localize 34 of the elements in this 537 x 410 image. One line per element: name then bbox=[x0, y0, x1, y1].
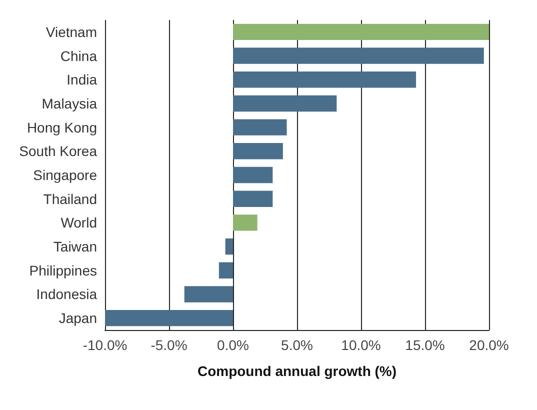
bar bbox=[233, 166, 273, 184]
bar bbox=[233, 24, 489, 40]
bar bbox=[233, 95, 337, 112]
x-tick-label: 0.0% bbox=[217, 337, 249, 353]
x-tick-label: 20.0% bbox=[469, 337, 509, 353]
x-tick-label: -10.0% bbox=[82, 337, 128, 353]
x-tick-label: 10.0% bbox=[341, 337, 381, 353]
y-tick-label: Vietnam bbox=[46, 24, 97, 40]
y-tick-label: Hong Kong bbox=[26, 119, 97, 136]
y-tick-label: Singapore bbox=[33, 167, 98, 183]
y-tick-label: Philippines bbox=[29, 262, 97, 278]
bar bbox=[233, 214, 258, 231]
bar bbox=[105, 310, 233, 326]
x-tick-label: 5.0% bbox=[281, 337, 313, 353]
bar bbox=[225, 238, 233, 255]
bar bbox=[233, 48, 484, 64]
y-tick-label: World bbox=[60, 214, 97, 231]
bar bbox=[233, 72, 416, 88]
bar bbox=[233, 143, 283, 160]
y-tick-label: South Korea bbox=[19, 143, 98, 160]
y-tick-label: Thailand bbox=[43, 190, 97, 207]
bar bbox=[233, 119, 287, 136]
y-tick-label: Indonesia bbox=[36, 286, 98, 302]
bar bbox=[233, 190, 273, 207]
bar bbox=[184, 286, 233, 302]
x-tick-label: 15.0% bbox=[405, 337, 445, 353]
y-tick-label: Malaysia bbox=[42, 95, 98, 112]
y-tick-label: Japan bbox=[58, 310, 97, 326]
bar bbox=[218, 262, 233, 278]
x-tick-label: -5.0% bbox=[150, 337, 188, 353]
y-tick-label: China bbox=[60, 48, 98, 64]
y-tick-label: India bbox=[66, 72, 98, 88]
x-axis-title: Compound annual growth (%) bbox=[197, 363, 397, 379]
y-tick-label: Taiwan bbox=[53, 238, 97, 255]
